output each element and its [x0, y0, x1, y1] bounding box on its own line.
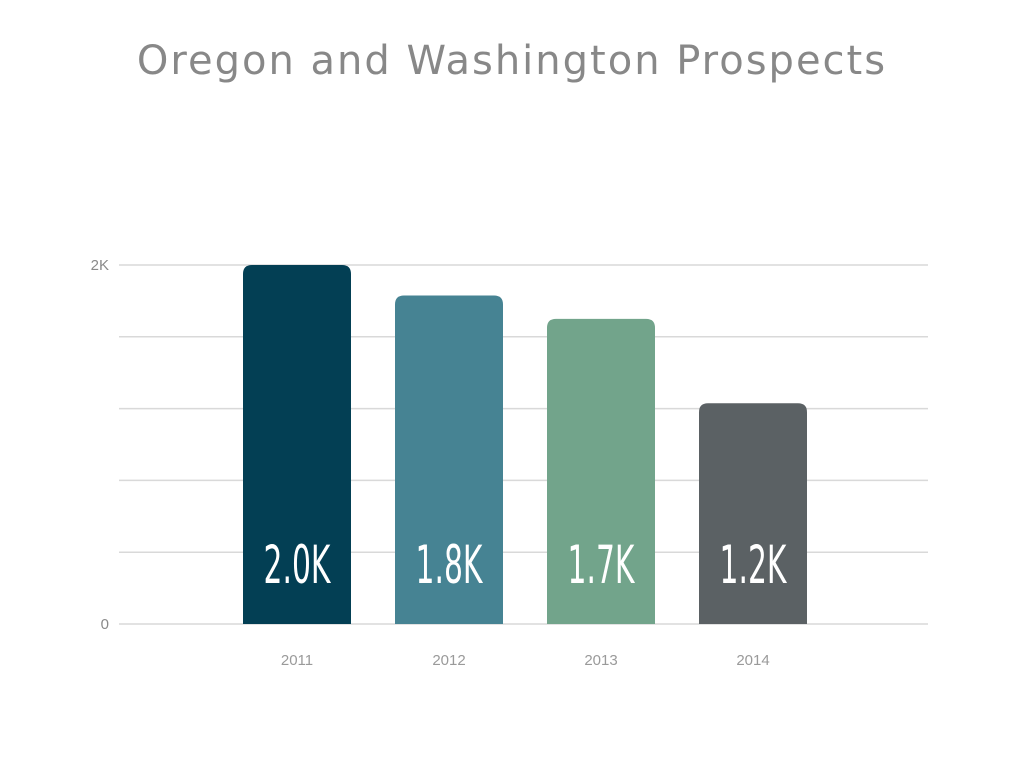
x-tick-label: 2012: [432, 652, 465, 669]
bar-2011: [243, 265, 351, 624]
data-label: 2.0K: [264, 535, 332, 596]
y-tick-label: 2K: [91, 257, 109, 274]
bars: [243, 265, 807, 624]
data-label: 1.7K: [568, 535, 636, 596]
labels: 0 2K 2.0K 2011 1.8K 2012 1.7K 2013 1.2K 2014: [91, 257, 788, 669]
y-tick-label: 0: [101, 616, 109, 633]
bar-2013: [547, 318, 655, 624]
chart-title: Oregon and Washington Prospects: [136, 38, 888, 84]
data-label: 1.2K: [720, 535, 788, 596]
x-tick-label: 2013: [584, 652, 617, 669]
x-tick-label: 2014: [736, 652, 769, 669]
bar-2012: [395, 295, 503, 624]
x-tick-label: 2011: [281, 652, 313, 669]
data-label: 1.8K: [416, 535, 484, 596]
bar-2014: [699, 403, 807, 624]
